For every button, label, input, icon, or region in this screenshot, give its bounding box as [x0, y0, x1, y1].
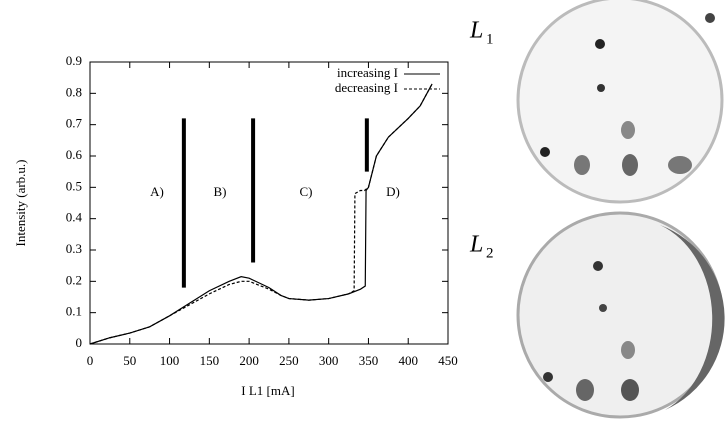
y-tick-label: 0 — [76, 335, 83, 350]
panel-1: L 1 — [469, 0, 724, 204]
legend-label: increasing I — [337, 65, 398, 80]
series-line — [89, 83, 433, 345]
x-tick-label: 400 — [398, 353, 418, 368]
plot-frame — [89, 61, 449, 345]
panel-label: L — [469, 232, 483, 258]
x-tick-label: 350 — [359, 353, 379, 368]
y-tick-label: 0.3 — [66, 241, 82, 256]
x-tick-label: 100 — [160, 353, 180, 368]
y-tick-label: 0.9 — [66, 53, 82, 68]
x-tick-label: 50 — [123, 353, 136, 368]
panel-label: L — [469, 18, 483, 44]
x-tick-label: 150 — [200, 353, 220, 368]
y-axis-label: Intensity (arb.u.) — [13, 159, 28, 246]
x-tick-label: 250 — [279, 353, 299, 368]
panel-subscript: 2 — [486, 245, 494, 261]
series-line — [89, 83, 433, 345]
region-label: C) — [300, 184, 313, 199]
x-tick-label: 0 — [87, 353, 94, 368]
y-tick-label: 0.2 — [66, 272, 82, 287]
y-tick-label: 0.7 — [66, 116, 83, 131]
y-tick-label: 0.5 — [66, 178, 82, 193]
y-tick-label: 0.4 — [66, 210, 83, 225]
panel-2: L 2 — [469, 211, 725, 419]
panel-subscript: 1 — [486, 31, 494, 47]
y-tick-label: 0.8 — [66, 84, 82, 99]
region-label: D) — [386, 184, 400, 199]
x-axis-label: I L1 [mA] — [241, 383, 294, 398]
y-tick-label: 0.1 — [66, 304, 82, 319]
x-tick-label: 450 — [438, 353, 458, 368]
y-tick-label: 0.6 — [66, 147, 83, 162]
region-label: B) — [214, 184, 227, 199]
legend-label: decreasing I — [335, 80, 398, 95]
region-label: A) — [150, 184, 164, 199]
x-tick-label: 300 — [319, 353, 339, 368]
x-tick-label: 200 — [239, 353, 259, 368]
